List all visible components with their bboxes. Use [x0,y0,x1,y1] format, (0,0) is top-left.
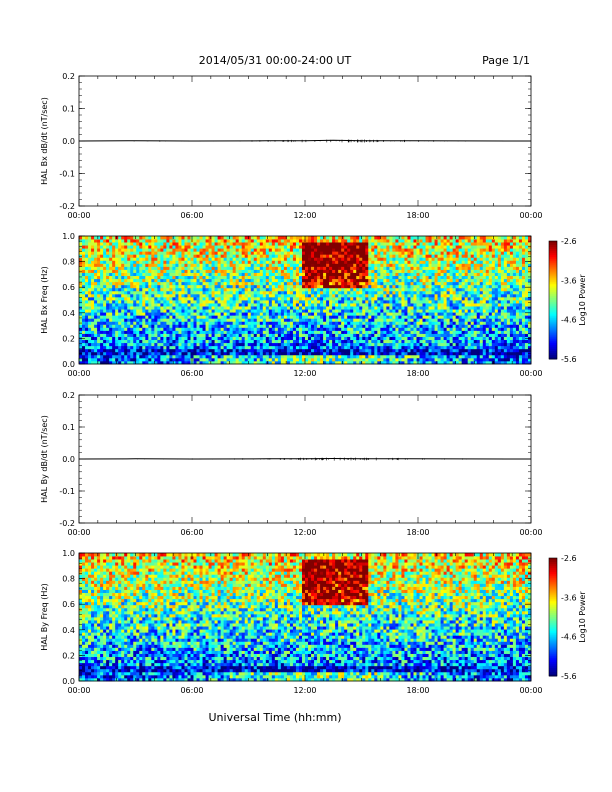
x-tick-label: 00:00 [519,211,542,220]
x-tick-label: 18:00 [406,686,429,695]
spectrogram [79,553,532,682]
y-tick-label: 0.2 [62,334,75,343]
x-tick-label: 00:00 [67,211,90,220]
x-tick-label: 06:00 [180,211,203,220]
y-axis-label: HAL By dB/dt (nT/sec) [40,415,49,503]
x-tick-label: 06:00 [180,528,203,537]
page-indicator: Page 1/1 [482,54,530,67]
colorbar: -2.6 -3.6 -4.6 -5.6 Log10 Power [548,237,587,364]
y-tick-label: 0.6 [62,283,75,292]
y-tick-label: 0.4 [62,309,75,318]
colorbar-label: Log10 Power [578,591,587,643]
colorbar-tick-label: -4.6 [561,316,577,325]
x-tick-label: 12:00 [293,369,316,378]
x-tick-label: 00:00 [67,528,90,537]
panel-1: 00:00 06:00 12:00 18:00 00:00 0.2 0.1 0.0 -0.1 -0… [40,72,543,220]
figure-title: 2014/05/31 00:00-24:00 UT [199,54,352,67]
y-tick-label: -0.1 [59,170,75,179]
colorbar: -2.6 -3.6 -4.6 -5.6 Log10 Power [548,554,587,681]
colorbar-tick-label: -4.6 [561,633,577,642]
trace-line [78,139,532,142]
panels: 00:00 06:00 12:00 18:00 00:00 0.2 0.1 0.0 -0.1 -0… [40,72,587,695]
x-tick-label: 18:00 [406,369,429,378]
x-tick-label: 00:00 [67,369,90,378]
x-tick-label: 18:00 [406,528,429,537]
x-axis-label: Universal Time (hh:mm) [209,711,342,724]
y-tick-label: 0.1 [62,105,75,114]
x-tick-label: 00:00 [519,528,542,537]
colorbar-label: Log10 Power [578,274,587,326]
y-tick-label: 1.0 [62,549,75,558]
y-tick-label: 0.0 [62,677,75,686]
x-tick-label: 12:00 [293,211,316,220]
y-axis-label: HAL Bx dB/dt (nT/sec) [40,97,49,185]
trace-line [78,457,532,460]
y-tick-label: 0.4 [62,626,75,635]
y-tick-label: 0.2 [62,391,75,400]
y-tick-label: 0.8 [62,258,75,267]
spectrogram [79,236,532,365]
y-tick-label: -0.1 [59,487,75,496]
colorbar-tick-label: -2.6 [561,237,577,246]
x-tick-label: 00:00 [519,686,542,695]
colorbar-tick-label: -3.6 [561,276,577,285]
y-tick-label: 0.0 [62,360,75,369]
x-tick-label: 12:00 [293,686,316,695]
y-tick-label: 0.8 [62,575,75,584]
x-tick-label: 12:00 [293,528,316,537]
x-tick-label: 06:00 [180,686,203,695]
y-tick-label: -0.2 [59,519,75,528]
x-tick-label: 06:00 [180,369,203,378]
y-tick-label: 1.0 [62,232,75,241]
colorbar-tick-label: -5.6 [561,355,577,364]
y-tick-label: 0.2 [62,651,75,660]
colorbar-tick-label: -3.6 [561,593,577,602]
y-tick-label: 0.6 [62,600,75,609]
y-tick-label: 0.0 [62,137,75,146]
panel-2: -2.6 -3.6 -4.6 -5.6 Log10 Power 00:00 06:00 12:… [40,232,587,378]
x-tick-label: 00:00 [67,686,90,695]
y-tick-label: 0.1 [62,423,75,432]
y-axis-label: HAL By Freq (Hz) [40,583,49,650]
y-tick-label: 0.0 [62,455,75,464]
panel-3: 00:00 06:00 12:00 18:00 00:00 0.2 0.1 0.0 -0.1 -0… [40,391,543,537]
x-tick-label: 00:00 [519,369,542,378]
y-tick-label: -0.2 [59,202,75,211]
panel-4: -2.6 -3.6 -4.6 -5.6 Log10 Power 00:00 06:00 12:… [40,549,587,695]
y-axis-label: HAL Bx Freq (Hz) [40,266,49,333]
y-tick-label: 0.2 [62,72,75,81]
colorbar-tick-label: -2.6 [561,554,577,563]
x-tick-label: 18:00 [406,211,429,220]
colorbar-tick-label: -5.6 [561,672,577,681]
